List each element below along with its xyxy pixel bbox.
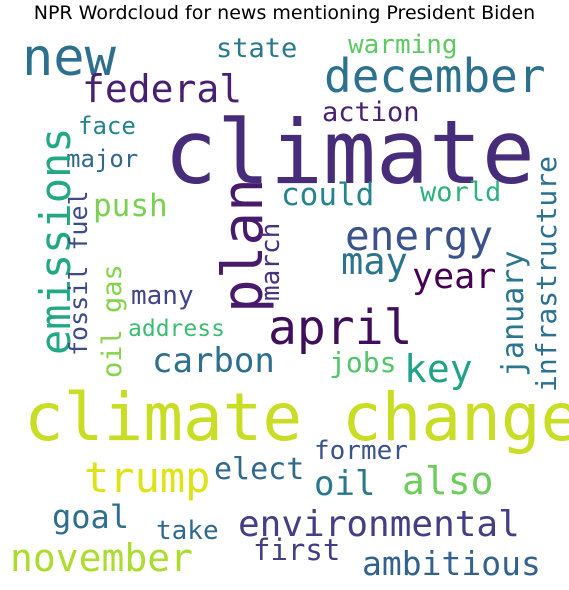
word-elect: elect: [214, 452, 304, 487]
word-state: state: [216, 33, 297, 64]
word-infrastructure: infrastructure: [530, 156, 563, 392]
word-new: new: [22, 28, 117, 88]
chart-title: NPR Wordcloud for news mentioning Presid…: [33, 2, 536, 24]
word-carbon: carbon: [152, 341, 275, 381]
word-december: december: [324, 49, 546, 103]
word-may: may: [341, 240, 408, 283]
word-address: address: [128, 316, 225, 342]
word-oil: oil: [314, 464, 375, 504]
word-january: january: [496, 251, 531, 377]
word-environmental: environmental: [238, 504, 520, 545]
word-action: action: [322, 97, 420, 128]
word-warming: warming: [348, 30, 458, 60]
word-trump: trump: [84, 453, 210, 502]
word-face: face: [78, 112, 136, 140]
word-fossil-fuel: fossil fuel: [64, 190, 93, 356]
word-major: major: [66, 145, 138, 173]
word-key: key: [404, 347, 473, 391]
word-climate: climate: [164, 101, 535, 204]
word-push: push: [93, 188, 168, 224]
word-march: march: [256, 223, 286, 301]
word-year: year: [412, 257, 496, 297]
word-federal: federal: [82, 67, 242, 111]
word-energy: energy: [345, 212, 493, 260]
word-plan: plan: [211, 178, 276, 313]
word-november: november: [10, 536, 193, 580]
word-goal: goal: [52, 498, 129, 536]
word-oil-gas: oil gas: [97, 264, 128, 378]
word-many: many: [131, 281, 194, 311]
word-world: world: [420, 177, 501, 208]
word-jobs: jobs: [329, 346, 396, 379]
word-first: first: [253, 533, 340, 567]
word-climate-change: climate change: [24, 379, 569, 456]
word-ambitious: ambitious: [362, 544, 541, 583]
word-take: take: [156, 516, 219, 546]
word-also: also: [402, 459, 494, 503]
word-could: could: [281, 177, 374, 213]
word-emissions: emissions: [31, 127, 80, 355]
word-april: april: [268, 300, 413, 356]
word-former: former: [314, 436, 408, 466]
